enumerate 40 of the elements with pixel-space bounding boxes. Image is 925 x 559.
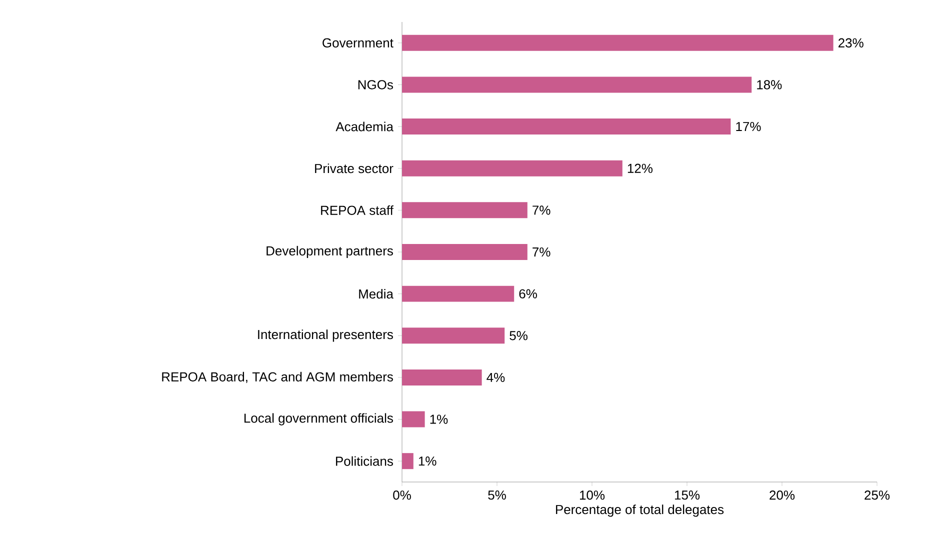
data-label: 18% bbox=[757, 80, 782, 90]
x-tick-label: 5% bbox=[488, 490, 506, 500]
y-tick-label: Academia bbox=[336, 122, 394, 132]
bar bbox=[402, 202, 528, 218]
data-label: 1% bbox=[430, 414, 448, 424]
x-tick-label: 20% bbox=[770, 490, 795, 500]
y-tick-label: International presenters bbox=[258, 330, 393, 342]
y-tick-label: Development partners bbox=[266, 246, 393, 258]
y-tick-label: NGOs bbox=[358, 80, 394, 90]
bar bbox=[402, 411, 425, 428]
x-tick-label: 15% bbox=[674, 490, 700, 500]
data-label: 1% bbox=[418, 456, 436, 466]
bar bbox=[402, 453, 414, 470]
y-tick-label: Private sector bbox=[315, 164, 394, 174]
data-label: 17% bbox=[736, 122, 761, 132]
bar bbox=[402, 76, 752, 93]
x-tick-label: 0% bbox=[393, 490, 411, 500]
data-label: 4% bbox=[486, 372, 505, 382]
y-tick-label: REPOA Board, TAC and AGM members bbox=[162, 372, 393, 383]
bar bbox=[402, 328, 505, 344]
bar bbox=[402, 160, 622, 176]
x-axis-title: Percentage of total delegates bbox=[556, 504, 724, 517]
bar bbox=[402, 244, 528, 260]
y-tick-label: Media bbox=[359, 289, 394, 299]
bar bbox=[402, 34, 834, 51]
y-tick-label: Government bbox=[322, 38, 394, 48]
data-label: 6% bbox=[519, 289, 537, 298]
x-tick-label: 10% bbox=[580, 490, 605, 500]
data-label: 7% bbox=[532, 206, 550, 215]
data-label: 7% bbox=[532, 247, 550, 257]
y-tick-label: REPOA staff bbox=[321, 205, 394, 215]
x-tick-label: 25% bbox=[864, 490, 890, 500]
y-tick-label: Politicians bbox=[336, 456, 393, 466]
bar bbox=[402, 286, 514, 302]
bar bbox=[402, 369, 482, 386]
data-label: 23% bbox=[838, 38, 864, 48]
bar bbox=[402, 118, 731, 135]
data-label: 5% bbox=[510, 331, 528, 340]
y-tick-label: Local government officials bbox=[244, 413, 393, 426]
data-label: 12% bbox=[628, 164, 652, 173]
